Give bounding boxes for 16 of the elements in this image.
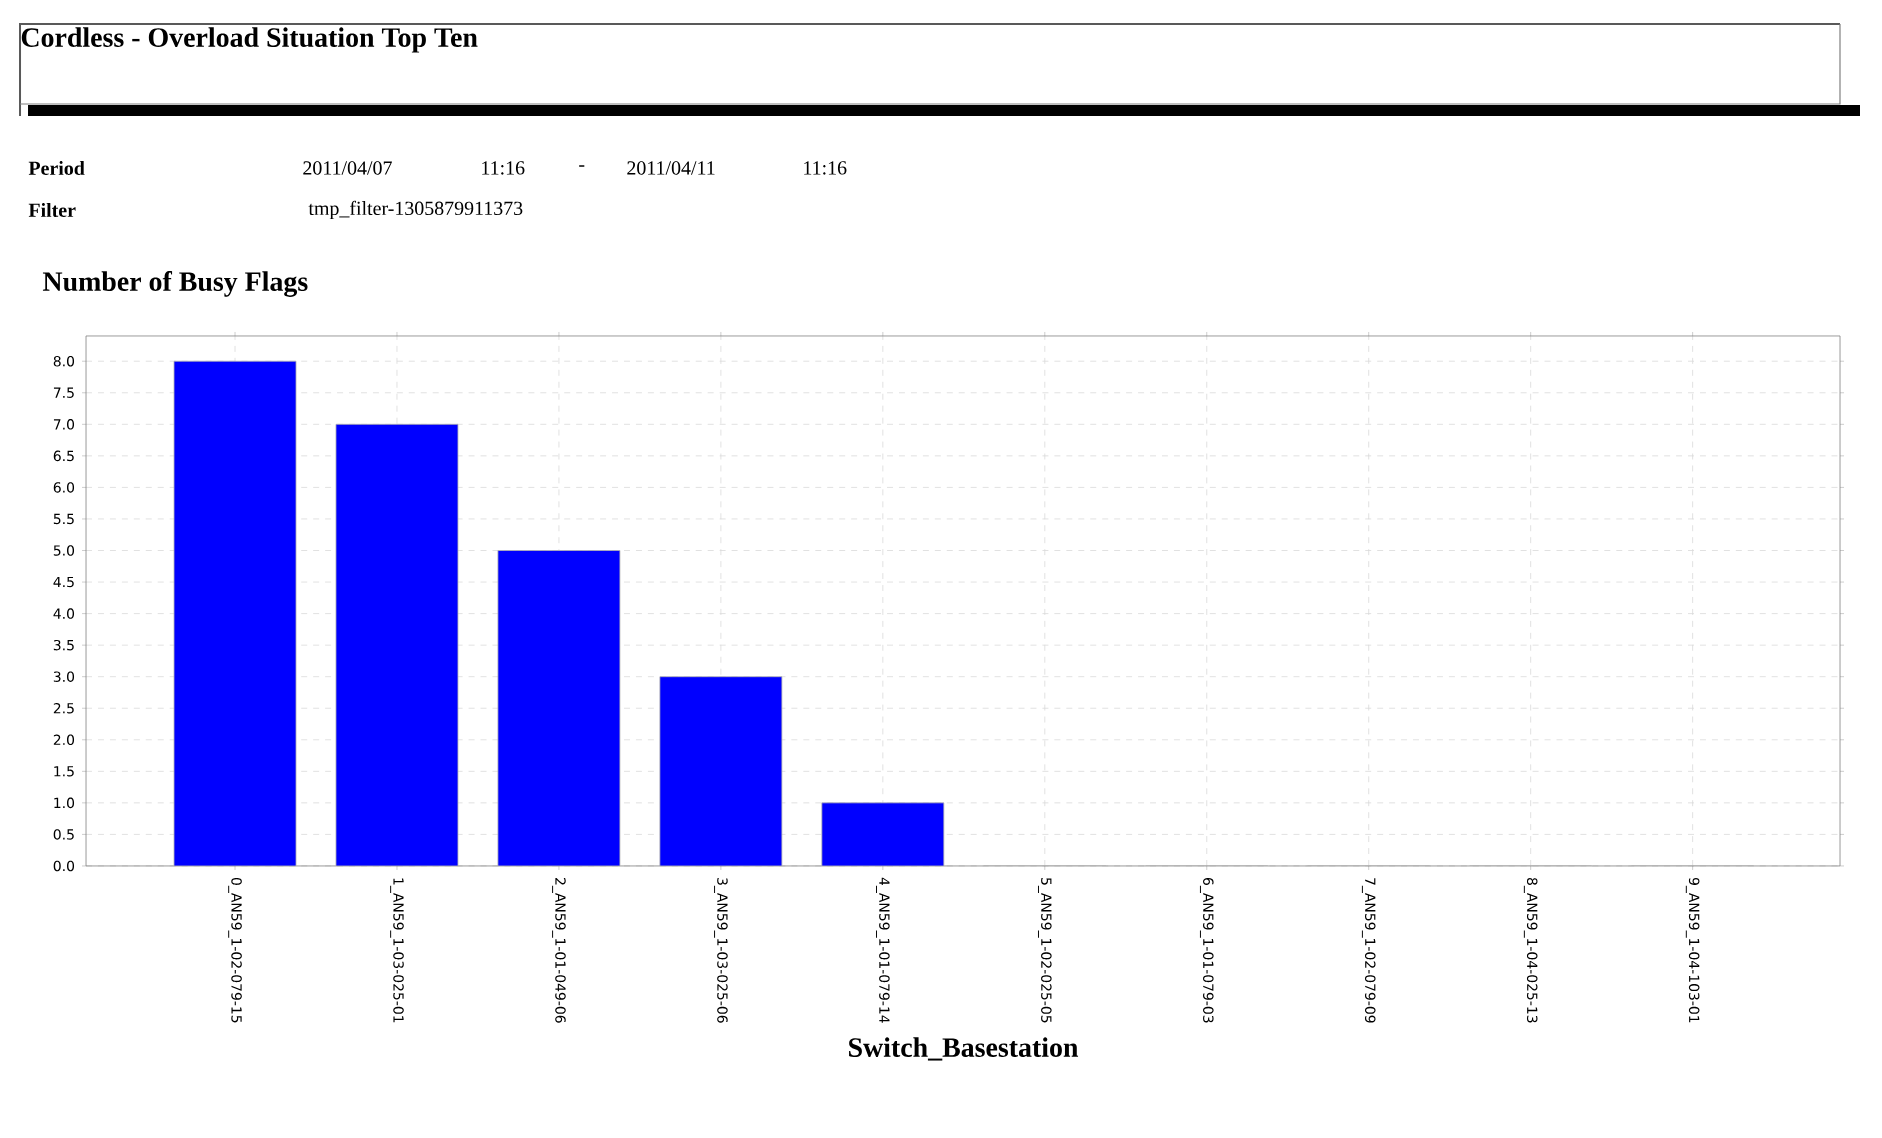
text: Period [28, 160, 85, 175]
bar [659, 676, 783, 866]
chart-title: Cordless - Overload Situation Top Ten [21, 27, 478, 53]
text: 11:16 [804, 161, 847, 175]
text: - [579, 165, 585, 167]
text: 11:16 [482, 161, 525, 175]
x-axis-title: Switch_Basestation [849, 1037, 1079, 1061]
text: Filter [28, 202, 76, 217]
bar [335, 423, 459, 866]
text: tmp_filter-1305879911373 [308, 200, 523, 220]
text: 2011/04/11 [627, 161, 715, 175]
bar [497, 550, 620, 866]
chart-subtitle: Number of Busy Flags [42, 271, 308, 297]
bar [173, 360, 297, 866]
bar [821, 802, 945, 866]
text: 2011/04/07 [303, 161, 392, 175]
